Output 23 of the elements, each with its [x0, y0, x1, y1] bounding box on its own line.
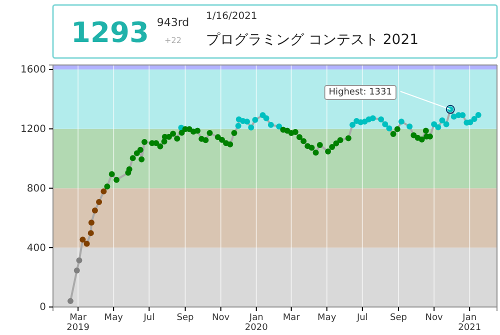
x-tick-label: May: [104, 313, 124, 323]
annotation: Highest: 1331: [328, 88, 392, 98]
text: 943rd: [156, 16, 190, 29]
x-tick-label: Sep: [390, 313, 408, 323]
chart-subtitle: 1/16/2021: [206, 11, 258, 22]
x-tick-label: Sep: [176, 313, 194, 323]
text: +22: [164, 36, 182, 45]
x-tick-label: Mar: [282, 313, 300, 323]
chart-title: プログラミング コンテスト 2021: [206, 32, 419, 48]
x-tick-label: Mar 2019: [66, 313, 90, 333]
y-tick-label: 0: [40, 302, 46, 314]
x-tick-label: Jan 2021: [458, 313, 482, 333]
x-tick-label: May: [318, 313, 337, 323]
x-tick-label: Nov: [425, 313, 444, 323]
x-tick-label: Nov: [212, 313, 230, 323]
x-tick-label: Jul: [356, 313, 368, 323]
y-tick-label: 400: [26, 242, 46, 254]
x-tick-label: Jan 2020: [244, 313, 268, 333]
text: 1293: [71, 16, 149, 49]
y-tick-label: 800: [26, 183, 46, 194]
y-tick-label: 1200: [20, 124, 46, 136]
x-tick-label: Jul: [142, 313, 155, 323]
y-tick-label: 1600: [20, 64, 46, 76]
